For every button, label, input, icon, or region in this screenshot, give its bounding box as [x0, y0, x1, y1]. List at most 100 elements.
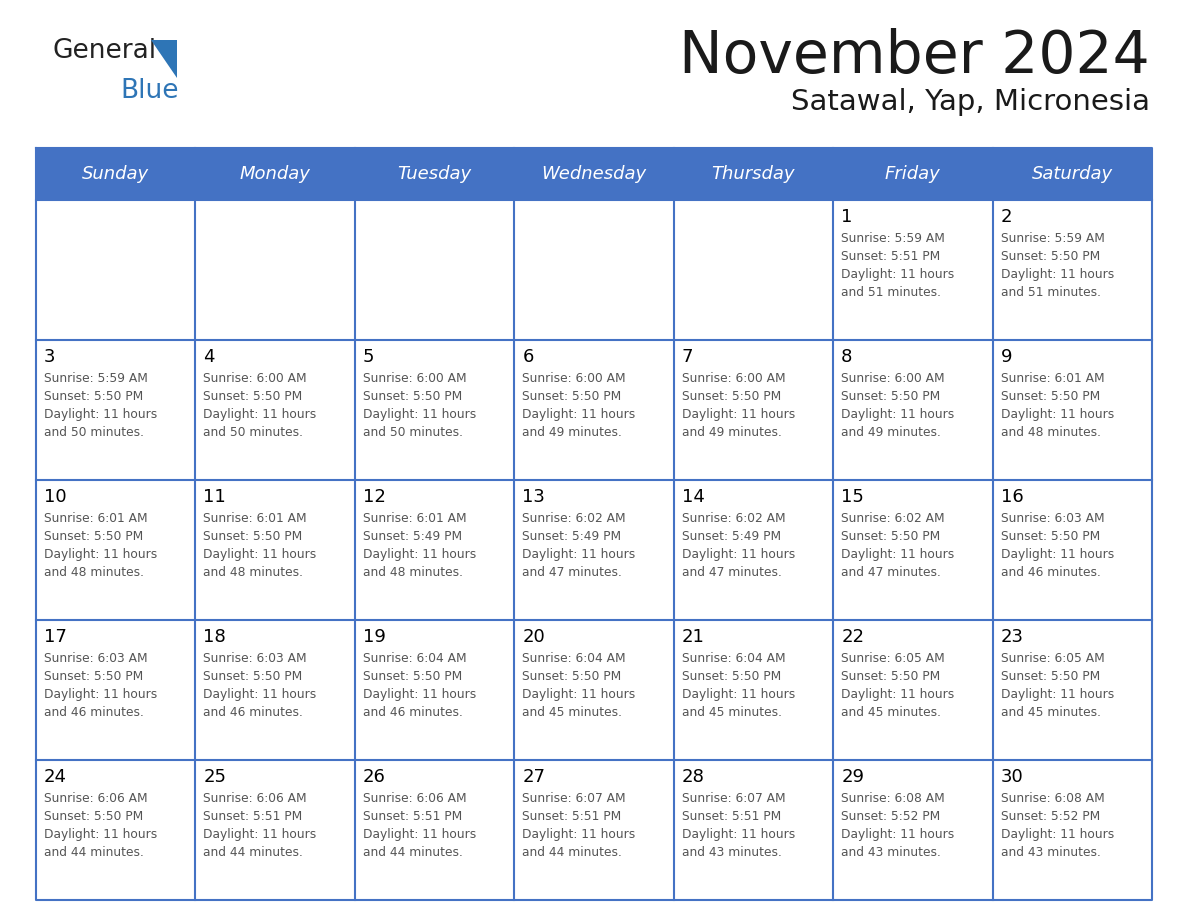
Text: Sunset: 5:51 PM: Sunset: 5:51 PM [362, 810, 462, 823]
Text: Daylight: 11 hours: Daylight: 11 hours [362, 408, 476, 421]
Text: Daylight: 11 hours: Daylight: 11 hours [44, 828, 157, 841]
Text: Sunset: 5:51 PM: Sunset: 5:51 PM [203, 810, 303, 823]
Text: Sunset: 5:51 PM: Sunset: 5:51 PM [841, 250, 941, 263]
Text: Daylight: 11 hours: Daylight: 11 hours [1000, 688, 1114, 701]
Text: Sunrise: 6:00 AM: Sunrise: 6:00 AM [841, 372, 944, 385]
Text: Sunrise: 6:08 AM: Sunrise: 6:08 AM [841, 792, 944, 805]
Text: Sunrise: 6:08 AM: Sunrise: 6:08 AM [1000, 792, 1105, 805]
Text: 5: 5 [362, 348, 374, 366]
Text: Sunrise: 6:00 AM: Sunrise: 6:00 AM [523, 372, 626, 385]
Bar [36, 200, 196, 340]
Text: 1: 1 [841, 208, 853, 226]
Text: Sunrise: 5:59 AM: Sunrise: 5:59 AM [841, 232, 944, 245]
Text: 26: 26 [362, 768, 386, 786]
Text: and 48 minutes.: and 48 minutes. [1000, 426, 1100, 439]
Text: Sunset: 5:50 PM: Sunset: 5:50 PM [841, 390, 941, 403]
Text: Sunset: 5:50 PM: Sunset: 5:50 PM [523, 670, 621, 683]
Text: Daylight: 11 hours: Daylight: 11 hours [362, 688, 476, 701]
Text: and 43 minutes.: and 43 minutes. [841, 846, 941, 859]
Text: 20: 20 [523, 628, 545, 646]
Text: Sunset: 5:50 PM: Sunset: 5:50 PM [523, 390, 621, 403]
Text: Sunset: 5:52 PM: Sunset: 5:52 PM [1000, 810, 1100, 823]
Text: Daylight: 11 hours: Daylight: 11 hours [682, 548, 795, 561]
Text: Daylight: 11 hours: Daylight: 11 hours [523, 408, 636, 421]
Bar [514, 620, 674, 760]
Text: and 47 minutes.: and 47 minutes. [841, 566, 941, 579]
Text: 23: 23 [1000, 628, 1024, 646]
Text: Daylight: 11 hours: Daylight: 11 hours [203, 548, 317, 561]
Text: and 49 minutes.: and 49 minutes. [523, 426, 623, 439]
Text: Sunrise: 6:06 AM: Sunrise: 6:06 AM [203, 792, 307, 805]
Text: and 44 minutes.: and 44 minutes. [44, 846, 144, 859]
Text: Daylight: 11 hours: Daylight: 11 hours [362, 828, 476, 841]
Bar [36, 620, 196, 760]
Text: Sunrise: 6:07 AM: Sunrise: 6:07 AM [682, 792, 785, 805]
Text: Sunrise: 6:01 AM: Sunrise: 6:01 AM [1000, 372, 1104, 385]
Text: Sunset: 5:50 PM: Sunset: 5:50 PM [44, 670, 144, 683]
Text: Sunset: 5:50 PM: Sunset: 5:50 PM [841, 530, 941, 543]
Bar [674, 760, 833, 900]
Text: Sunrise: 6:06 AM: Sunrise: 6:06 AM [44, 792, 147, 805]
Text: 24: 24 [44, 768, 67, 786]
Text: Sunset: 5:50 PM: Sunset: 5:50 PM [1000, 250, 1100, 263]
Bar [36, 148, 1152, 200]
Bar [36, 480, 196, 620]
Text: 7: 7 [682, 348, 694, 366]
Text: and 44 minutes.: and 44 minutes. [523, 846, 623, 859]
Text: 21: 21 [682, 628, 704, 646]
Text: 28: 28 [682, 768, 704, 786]
Bar [833, 480, 992, 620]
Text: Daylight: 11 hours: Daylight: 11 hours [841, 828, 954, 841]
Text: Sunset: 5:50 PM: Sunset: 5:50 PM [362, 390, 462, 403]
Text: Daylight: 11 hours: Daylight: 11 hours [203, 688, 317, 701]
Text: and 49 minutes.: and 49 minutes. [682, 426, 782, 439]
Text: Sunset: 5:50 PM: Sunset: 5:50 PM [44, 390, 144, 403]
Text: Daylight: 11 hours: Daylight: 11 hours [682, 688, 795, 701]
Bar [196, 480, 355, 620]
Text: Sunset: 5:50 PM: Sunset: 5:50 PM [44, 530, 144, 543]
Text: and 50 minutes.: and 50 minutes. [44, 426, 144, 439]
Text: Sunrise: 6:03 AM: Sunrise: 6:03 AM [203, 652, 307, 665]
Text: 14: 14 [682, 488, 704, 506]
Text: and 47 minutes.: and 47 minutes. [523, 566, 623, 579]
Text: Sunset: 5:49 PM: Sunset: 5:49 PM [523, 530, 621, 543]
Text: and 48 minutes.: and 48 minutes. [44, 566, 144, 579]
Text: Sunrise: 6:01 AM: Sunrise: 6:01 AM [203, 512, 307, 525]
Text: and 48 minutes.: and 48 minutes. [362, 566, 463, 579]
Text: Sunrise: 6:07 AM: Sunrise: 6:07 AM [523, 792, 626, 805]
Text: Sunrise: 6:04 AM: Sunrise: 6:04 AM [682, 652, 785, 665]
Text: and 46 minutes.: and 46 minutes. [203, 706, 303, 719]
Bar [833, 200, 992, 340]
Text: and 46 minutes.: and 46 minutes. [44, 706, 144, 719]
Text: Sunrise: 6:02 AM: Sunrise: 6:02 AM [682, 512, 785, 525]
Text: 16: 16 [1000, 488, 1023, 506]
Text: Sunset: 5:50 PM: Sunset: 5:50 PM [203, 390, 303, 403]
Text: Daylight: 11 hours: Daylight: 11 hours [203, 828, 317, 841]
Text: and 46 minutes.: and 46 minutes. [1000, 566, 1100, 579]
Bar [36, 340, 196, 480]
Text: Sunset: 5:50 PM: Sunset: 5:50 PM [1000, 390, 1100, 403]
Text: 27: 27 [523, 768, 545, 786]
Text: and 45 minutes.: and 45 minutes. [1000, 706, 1100, 719]
Bar [355, 340, 514, 480]
Text: 18: 18 [203, 628, 226, 646]
Text: Daylight: 11 hours: Daylight: 11 hours [682, 828, 795, 841]
Text: Monday: Monday [240, 165, 310, 183]
Text: Sunrise: 6:05 AM: Sunrise: 6:05 AM [1000, 652, 1105, 665]
Text: Sunset: 5:50 PM: Sunset: 5:50 PM [841, 670, 941, 683]
Text: Sunrise: 5:59 AM: Sunrise: 5:59 AM [1000, 232, 1105, 245]
Text: Sunset: 5:50 PM: Sunset: 5:50 PM [1000, 530, 1100, 543]
Text: Daylight: 11 hours: Daylight: 11 hours [44, 688, 157, 701]
Text: 25: 25 [203, 768, 227, 786]
Text: Daylight: 11 hours: Daylight: 11 hours [523, 548, 636, 561]
Text: Friday: Friday [885, 165, 941, 183]
Text: and 51 minutes.: and 51 minutes. [841, 286, 941, 299]
Text: Sunrise: 6:02 AM: Sunrise: 6:02 AM [841, 512, 944, 525]
Text: Thursday: Thursday [712, 165, 795, 183]
Text: Sunset: 5:50 PM: Sunset: 5:50 PM [682, 670, 781, 683]
Bar [355, 620, 514, 760]
Text: and 47 minutes.: and 47 minutes. [682, 566, 782, 579]
Text: 15: 15 [841, 488, 864, 506]
Text: and 44 minutes.: and 44 minutes. [362, 846, 463, 859]
Polygon shape [151, 40, 177, 78]
